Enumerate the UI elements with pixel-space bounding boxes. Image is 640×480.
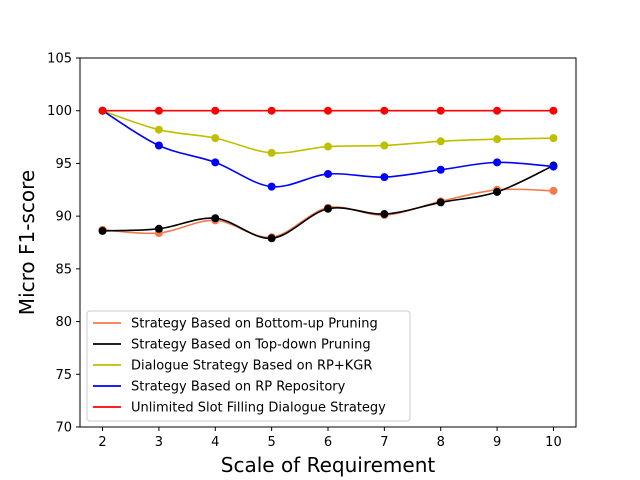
data-point bbox=[549, 186, 558, 195]
data-point bbox=[154, 106, 163, 115]
x-tick-label: 5 bbox=[267, 435, 275, 450]
data-point bbox=[436, 106, 445, 115]
legend-label: Strategy Based on RP Repository bbox=[131, 380, 346, 395]
x-axis-ticks: 2 3 4 5 6 7 8 9 10 bbox=[98, 427, 562, 450]
legend-entries: Strategy Based on Bottom-up Pruning Strat… bbox=[93, 317, 386, 416]
y-axis-ticks: 70 75 80 85 90 95 100 105 bbox=[47, 52, 80, 436]
data-point bbox=[324, 204, 332, 213]
data-point bbox=[324, 142, 332, 151]
data-point bbox=[211, 134, 220, 143]
y-tick-label: 80 bbox=[55, 315, 72, 330]
data-point bbox=[380, 106, 389, 115]
legend-box bbox=[86, 310, 411, 422]
y-tick-label: 70 bbox=[55, 421, 72, 436]
x-tick-label: 3 bbox=[155, 435, 163, 450]
data-point bbox=[267, 234, 276, 243]
x-axis-label: Scale of Requirement bbox=[221, 453, 436, 477]
y-tick-label: 100 bbox=[47, 104, 72, 119]
x-tick-label: 2 bbox=[98, 435, 106, 450]
y-tick-label: 95 bbox=[55, 157, 72, 172]
series-line-1 bbox=[102, 188, 554, 239]
data-point bbox=[549, 106, 558, 115]
data-point bbox=[98, 226, 107, 235]
data-point bbox=[380, 173, 389, 182]
data-point bbox=[267, 182, 276, 191]
legend: Strategy Based on Bottom-up Pruning Strat… bbox=[86, 310, 411, 422]
y-tick-label: 90 bbox=[55, 210, 72, 225]
data-point bbox=[324, 169, 332, 178]
data-point bbox=[211, 106, 220, 115]
legend-label: Strategy Based on Bottom-up Pruning bbox=[131, 317, 378, 332]
legend-label: Dialogue Strategy Based on RP+KGR bbox=[131, 359, 372, 374]
x-tick-label: 9 bbox=[493, 435, 501, 450]
data-point bbox=[380, 210, 389, 219]
x-tick-label: 10 bbox=[545, 435, 562, 450]
data-point bbox=[267, 106, 276, 115]
data-point bbox=[436, 137, 445, 146]
data-point bbox=[211, 214, 220, 223]
data-point bbox=[154, 125, 163, 134]
data-point bbox=[380, 141, 389, 150]
data-point bbox=[493, 135, 502, 144]
legend-label: Unlimited Slot Filling Dialogue Strategy bbox=[131, 401, 386, 416]
data-point bbox=[436, 165, 445, 174]
x-tick-label: 4 bbox=[211, 435, 219, 450]
x-tick-label: 7 bbox=[380, 435, 388, 450]
x-tick-label: 6 bbox=[324, 435, 332, 450]
data-point bbox=[98, 106, 107, 115]
data-point bbox=[154, 141, 163, 150]
series-points bbox=[98, 106, 558, 243]
data-point bbox=[549, 134, 558, 143]
data-point bbox=[267, 148, 276, 157]
data-point bbox=[493, 187, 502, 196]
data-point bbox=[549, 162, 558, 171]
y-tick-label: 105 bbox=[47, 52, 72, 67]
y-tick-label: 85 bbox=[55, 262, 72, 277]
data-point bbox=[324, 106, 332, 115]
x-tick-label: 8 bbox=[437, 435, 445, 450]
legend-label: Strategy Based on Top-down Pruning bbox=[131, 338, 371, 353]
data-point bbox=[211, 158, 220, 167]
data-point bbox=[493, 106, 502, 115]
y-axis-label: Micro F1-score bbox=[15, 170, 39, 315]
data-point bbox=[154, 224, 163, 233]
data-point bbox=[436, 198, 445, 207]
y-tick-label: 75 bbox=[55, 368, 72, 383]
data-point bbox=[493, 158, 502, 167]
